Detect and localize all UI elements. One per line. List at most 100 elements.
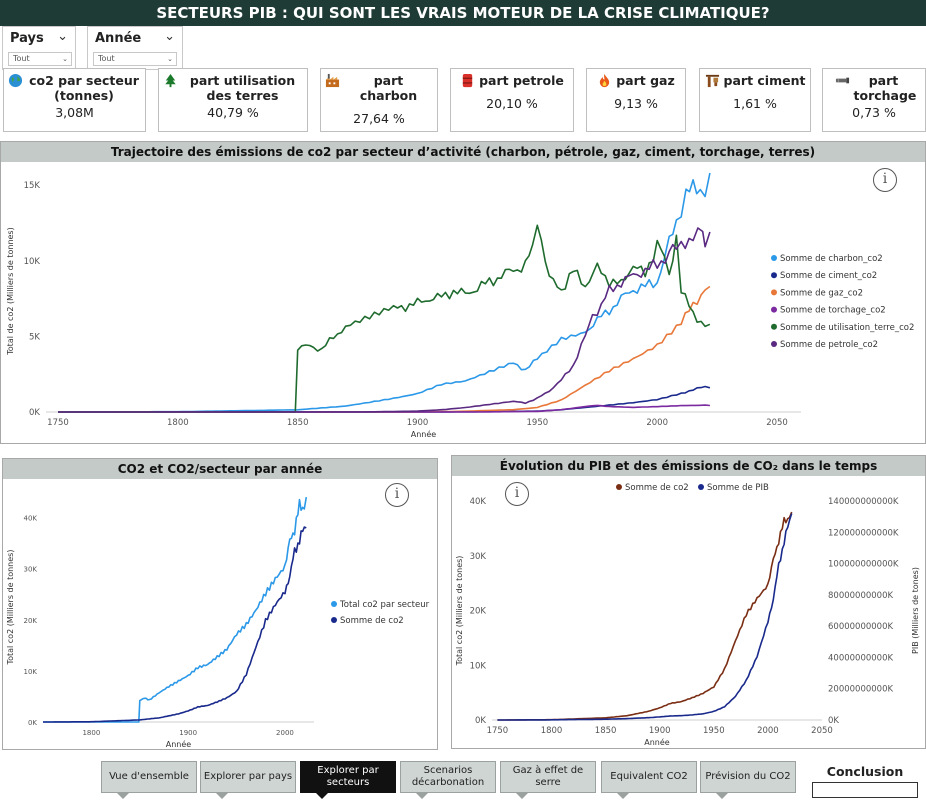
nav-explorer-secteurs-button[interactable]: Explorer par secteurs [300,761,396,799]
x-tick-label: 1850 [595,726,617,736]
x-tick-label: 1900 [179,729,197,737]
series-line-somme-de-pib [497,513,793,721]
legend-label-somme-de-pib: Somme de PIB [707,483,769,493]
nav-prevision-co2-button[interactable]: Prévision du CO2 [700,761,796,799]
nav-equivalent-co2-button[interactable]: Equivalent CO2 [601,761,697,799]
y-tick-label: 40K [24,515,38,523]
y2-tick-label: 40000000000K [828,653,893,663]
legend-label-somme-de-torchage-co2: Somme de torchage_co2 [780,306,886,316]
kpi-ciment: part ciment 1,61 % [699,68,811,132]
x-tick-label: 1800 [541,726,563,736]
info-icon[interactable]: i [385,483,409,507]
kpi-torchage: part torchage 0,73 % [822,68,926,132]
trajectory-chart-title: Trajectoire des émissions de co2 par sec… [1,142,925,162]
kpi-value: 9,13 % [614,96,658,111]
series-line-total-co2-par-secteur [43,496,308,723]
nav-explorer-pays-button[interactable]: Explorer par pays [200,761,296,799]
y-tick-label: 10K [470,661,487,671]
co2-sector-chart: 0K 10K 20K 30K 40K 1800 1900 2000 Année Total co2… [6,496,430,749]
x-axis-label: Année [411,429,437,439]
y-tick-label: 20K [24,617,38,625]
nav-scenarios-decarbonation-button[interactable]: Scenarios décarbonation [400,761,496,799]
kpi-label: part ciment [723,73,806,88]
annee-slicer[interactable]: Année ⌄ Tout ⌄ [87,26,183,70]
legend-marker-somme-de-charbon-co2 [771,255,777,261]
x-tick-label: 1750 [487,726,509,736]
annee-select-value: Tout [98,54,115,63]
y-tick-label: 15K [24,181,41,191]
y-tick-label: 0K [29,408,40,418]
kpi-gaz: part gaz 9,13 % [586,68,686,132]
x-tick-label: 1750 [47,418,69,428]
series-line-somme-de-charbon-co2 [58,172,711,413]
info-icon[interactable]: i [873,168,897,192]
y2-tick-label: 100000000000K [828,560,899,570]
y-tick-label: 30K [470,552,487,562]
kpi-label: part gaz [616,73,675,88]
trajectory-chart-panel: Trajectoire des émissions de co2 par sec… [0,141,926,444]
legend-marker-somme-de-ciment-co2 [771,272,777,279]
info-icon[interactable]: i [505,482,529,506]
nav-label: Equivalent CO2 [610,771,688,782]
cement-mixer-icon [705,74,719,88]
legend-marker-somme-de-pib [698,484,704,490]
x-tick-label: 1800 [82,729,100,737]
x-tick-label: 1800 [167,418,189,428]
y-tick-label: 10K [24,257,41,267]
legend-marker-somme-de-gaz-co2 [771,289,777,296]
legend-label-somme-de-charbon-co2: Somme de charbon_co2 [780,254,883,264]
oil-barrel-icon [462,73,473,88]
legend-marker-somme-de-petrole-co2 [771,341,777,347]
conclusion-label: Conclusion [826,764,904,779]
nav-label: Prévision du CO2 [705,771,791,782]
pib-chart-title: Évolution du PIB et des émissions de CO₂… [452,456,925,476]
globe-icon [8,73,23,88]
kpi-value: 27,64 % [353,111,405,126]
chevron-down-icon[interactable]: ⌄ [164,29,175,44]
flare-pipe-icon [835,77,849,84]
kpi-value: 0,73 % [852,105,896,120]
trajectory-chart: 0K 5K 10K 15K 1750 1800 1850 1900 1950 2000 2050 An… [6,172,914,439]
co2-sector-chart-panel: CO2 et CO2/secteur par année i 0K 10K 20K 3… [2,458,438,750]
y-axis-label: Total co2 (Milliers de tonnes) [6,550,15,666]
y-tick-label: 0K [28,719,37,727]
page-title: SECTEURS PIB : QUI SONT LES VRAIS MOTEUR… [0,0,926,26]
y-tick-label: 10K [24,668,38,676]
nav-vue-ensemble-button[interactable]: Vue d'ensemble [101,761,197,799]
series-line-somme-de-gaz-co2 [58,285,711,413]
tree-icon [165,73,176,88]
legend-label-somme-de-petrole-co2: Somme de petrole_co2 [780,340,878,350]
dropdown-arrow-icon: ⌄ [167,55,173,63]
legend-label-somme-de-gaz-co2: Somme de gaz_co2 [780,288,863,298]
x-tick-label: 1900 [649,726,671,736]
legend-marker-total-co2-par-secteur [331,601,337,607]
y-tick-label: 0K [475,716,486,726]
factory-icon [325,73,340,88]
series-line-somme-de-co2 [43,526,307,723]
nav-gaz-effet-serre-button[interactable]: Gaz à effet de serre [500,761,596,799]
series-line-somme-de-utilisation-terre-co2 [58,224,711,413]
conclusion-button[interactable] [812,782,918,798]
dropdown-arrow-icon: ⌄ [62,55,68,63]
x-tick-label: 2000 [646,418,668,428]
y2-tick-label: 140000000000K [828,497,899,507]
x-tick-label: 1850 [287,418,309,428]
pib-chart-panel: Évolution du PIB et des émissions de CO₂… [451,455,926,749]
pays-select[interactable]: Tout ⌄ [8,52,72,66]
pays-slicer-label: Pays [10,31,44,46]
y2-tick-label: 120000000000K [828,528,899,538]
kpi-value: 40,79 % [207,105,259,120]
annee-select[interactable]: Tout ⌄ [93,52,177,66]
nav-label: Gaz à effet de serre [512,765,584,788]
kpi-label: part petrole [479,73,564,88]
pays-slicer[interactable]: Pays ⌄ Tout ⌄ [2,26,76,70]
kpi-charbon: part charbon 27,64 % [320,68,438,132]
x-tick-label: 2050 [766,418,788,428]
kpi-label: co2 par secteur (tonnes) [29,73,139,103]
y-tick-label: 20K [470,607,487,617]
y2-tick-label: 80000000000K [828,591,893,601]
y2-tick-label: 20000000000K [828,685,893,695]
chevron-down-icon[interactable]: ⌄ [57,29,68,44]
kpi-label: part charbon [359,73,418,103]
series-line-somme-de-co2 [497,511,793,721]
